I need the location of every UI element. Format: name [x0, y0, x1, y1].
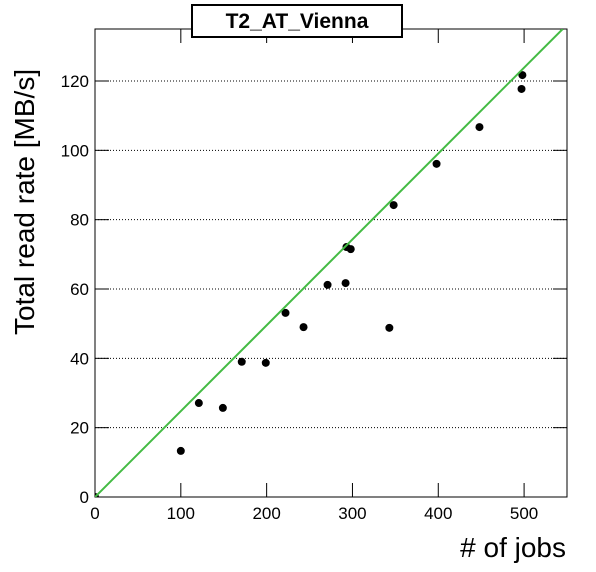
chart-title: T2_AT_Vienna — [226, 10, 369, 33]
marks — [95, 29, 564, 497]
point — [323, 280, 332, 289]
y-tick-label: 120 — [61, 72, 89, 91]
y-tick-label: 40 — [70, 349, 89, 368]
x-tick-label: 300 — [338, 504, 366, 523]
y-tick-label: 100 — [61, 141, 89, 160]
y-tick-label: 20 — [70, 419, 89, 438]
point — [218, 403, 227, 412]
point — [341, 279, 350, 288]
point — [194, 399, 203, 408]
y-tick-label: 80 — [70, 211, 89, 230]
point — [237, 357, 246, 366]
x-axis-label: # of jobs — [460, 532, 566, 563]
point — [389, 201, 398, 210]
point — [281, 308, 290, 317]
x-tick-label: 100 — [167, 504, 195, 523]
point — [518, 71, 527, 80]
point — [299, 323, 308, 332]
grid — [94, 29, 567, 498]
x-tick-label: 500 — [510, 504, 538, 523]
y-tick-label: 60 — [70, 280, 89, 299]
fit-line — [95, 29, 564, 497]
y-tick-label: 0 — [80, 488, 89, 507]
point — [346, 245, 355, 254]
x-tick-label: 0 — [90, 504, 99, 523]
y-axis-label: Total read rate [MB/s] — [9, 69, 40, 335]
x-tick-label: 400 — [424, 504, 452, 523]
point — [432, 159, 441, 168]
point — [475, 123, 484, 132]
x-tick-label: 200 — [252, 504, 280, 523]
point — [385, 323, 394, 332]
point — [176, 446, 185, 455]
point — [517, 84, 526, 93]
point — [261, 358, 270, 367]
title-box — [191, 4, 403, 38]
